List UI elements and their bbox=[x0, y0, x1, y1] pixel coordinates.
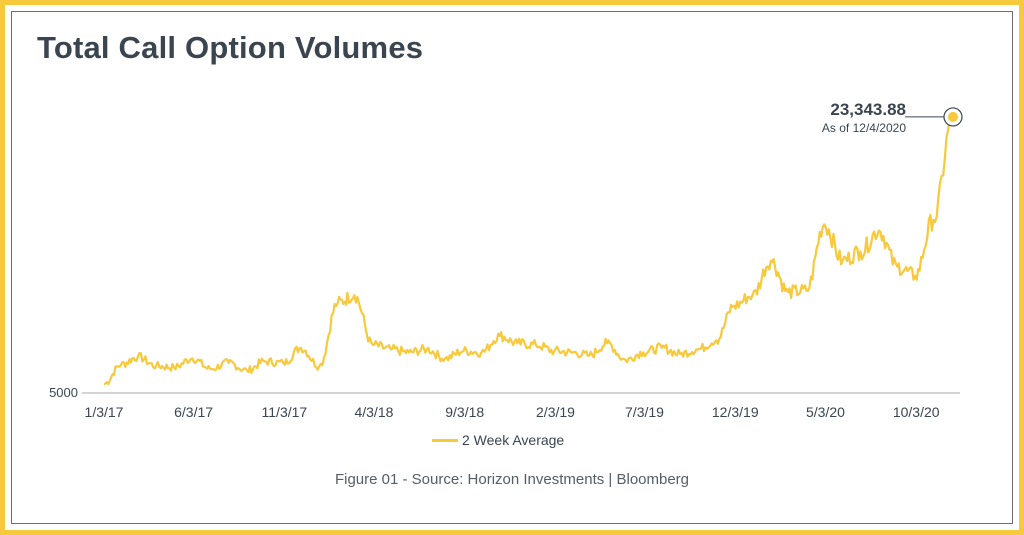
x-tick-label: 2/3/19 bbox=[536, 404, 575, 420]
chart-title: Total Call Option Volumes bbox=[37, 30, 424, 65]
axis-layer: 5000 1/3/17 6/3/17 11/3/17 4/3/18 9/3/18 2/3/1… bbox=[49, 385, 960, 420]
end-point-marker bbox=[948, 111, 958, 122]
x-tick-label: 4/3/18 bbox=[354, 404, 393, 420]
series-layer bbox=[103, 113, 954, 386]
x-tick-label: 10/3/20 bbox=[893, 404, 940, 420]
x-tick-label: 1/3/17 bbox=[85, 404, 124, 420]
legend: 2 Week Average bbox=[432, 432, 564, 448]
x-tick-label: 11/3/17 bbox=[262, 404, 308, 420]
series-line-2-week-average bbox=[103, 113, 954, 386]
annotation-value-label: 23,343.88 bbox=[830, 100, 906, 119]
x-tick-label: 5/3/20 bbox=[806, 404, 845, 420]
x-tick-label: 7/3/19 bbox=[625, 404, 664, 420]
x-tick-label: 6/3/17 bbox=[174, 404, 213, 420]
annotation-layer: 23,343.88 As of 12/4/2020 bbox=[822, 100, 963, 135]
chart-panel bbox=[11, 11, 1013, 524]
x-tick-label: 12/3/19 bbox=[712, 404, 759, 420]
annotation-date-label: As of 12/4/2020 bbox=[822, 121, 906, 135]
legend-swatch bbox=[432, 438, 458, 442]
figure-caption: Figure 01 - Source: Horizon Investments … bbox=[334, 471, 690, 488]
y-tick-label: 5000 bbox=[49, 385, 78, 400]
x-tick-label: 9/3/18 bbox=[445, 404, 484, 420]
legend-label: 2 Week Average bbox=[462, 432, 565, 448]
